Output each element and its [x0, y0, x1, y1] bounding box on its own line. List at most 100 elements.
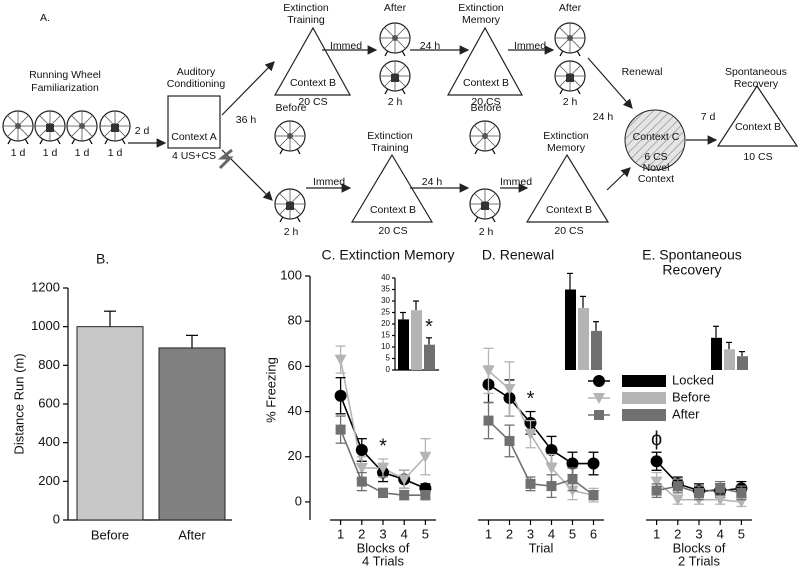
- bar: [76, 326, 144, 521]
- diagram-label: Memory: [462, 14, 501, 26]
- diagram-label: Context: [638, 173, 674, 185]
- data-point: [567, 474, 578, 485]
- inset-bar: [424, 344, 435, 370]
- annotation: *: [527, 388, 535, 410]
- data-point: [335, 424, 346, 435]
- data-point: [650, 455, 663, 468]
- diagram-label: After: [384, 2, 407, 14]
- diagram-label: Immed: [330, 40, 362, 52]
- x-tick-label: 6: [590, 526, 597, 541]
- diagram-label: Context C: [633, 131, 680, 143]
- inset-y-tick-label: 15: [381, 331, 390, 340]
- inset-y-tick-label: 5: [386, 354, 391, 363]
- data-point: [566, 457, 579, 470]
- data-point: [651, 485, 662, 496]
- x-tick-label: 1: [485, 526, 492, 541]
- x-tick-label: 3: [527, 526, 534, 541]
- inset-bar: [398, 319, 409, 370]
- diagram-label: Before: [276, 102, 307, 114]
- arrow: [221, 61, 275, 116]
- data-point: [482, 365, 495, 377]
- diagram-label: 24 h: [420, 40, 441, 52]
- y-tick-label: 0: [53, 511, 60, 526]
- annotation: *: [379, 435, 387, 457]
- data-point: [650, 476, 663, 488]
- diagram-label: 20 CS: [298, 96, 327, 108]
- data-point: [377, 463, 389, 475]
- legend-swatch: [622, 392, 666, 404]
- y-tick-label: 1000: [31, 318, 60, 333]
- x-tick-label: 5: [738, 526, 745, 541]
- y-tick-label: 80: [288, 313, 302, 328]
- diagram-label: 1 d: [11, 147, 26, 159]
- diagram-label: 20 CS: [378, 225, 407, 237]
- y-tick-label: 60: [288, 358, 302, 373]
- diagram-label: 1 d: [75, 147, 90, 159]
- lock: [391, 74, 399, 82]
- data-point: [378, 487, 388, 498]
- data-point: [671, 494, 684, 506]
- x-tick-label: After: [178, 527, 206, 542]
- y-tick-label: 1200: [31, 279, 60, 294]
- data-point: [355, 443, 368, 456]
- inset-y-tick-label: 0: [386, 365, 391, 374]
- diagram-label: Novel: [643, 162, 670, 174]
- chart-title: E. Spontaneous: [642, 247, 742, 263]
- diagram-label: Recovery: [734, 78, 779, 90]
- diagram-label: A.: [40, 12, 50, 24]
- diagram-label: Running Wheel: [29, 69, 101, 81]
- x-axis-title: 2 Trials: [678, 553, 720, 568]
- x-axis-title: Blocks of: [673, 540, 726, 555]
- diagram-label: 1 d: [108, 147, 123, 159]
- data-point: [714, 494, 727, 506]
- legend-marker: [593, 375, 605, 387]
- diagram-label: Context A: [171, 131, 217, 143]
- data-point: [398, 474, 411, 486]
- inset-bar: [411, 310, 422, 370]
- diagram-label: Training: [371, 142, 409, 154]
- data-point: [483, 415, 494, 426]
- chart-title: C. Extinction Memory: [321, 247, 454, 263]
- lock: [111, 124, 119, 132]
- lock: [286, 202, 294, 210]
- diagram-label: 2 h: [284, 226, 299, 238]
- wheel-hub: [392, 35, 398, 41]
- y-tick-label: 400: [38, 434, 60, 449]
- data-point: [672, 481, 683, 492]
- diagram-label: 36 h: [236, 114, 257, 126]
- wheel-hub: [482, 133, 488, 139]
- x-axis-title: Trial: [529, 540, 554, 555]
- legend-label: Locked: [672, 372, 714, 387]
- x-tick-label: 3: [695, 526, 702, 541]
- x-tick-label: 2: [506, 526, 513, 541]
- inset-bar: [565, 289, 576, 370]
- lock: [481, 202, 489, 210]
- annotation: ϕ: [651, 429, 662, 451]
- inset-y-tick-label: 25: [381, 308, 390, 317]
- diagram-label: Context B: [735, 121, 781, 133]
- x-tick-label: 5: [569, 526, 576, 541]
- y-axis-title: % Freezing: [263, 357, 278, 423]
- x-tick-label: 4: [401, 526, 408, 541]
- data-point: [587, 457, 600, 470]
- shock-icon: [217, 148, 234, 170]
- x-axis-title: Blocks of: [357, 540, 410, 555]
- data-point: [399, 490, 410, 501]
- data-point: [334, 354, 347, 366]
- diagram-label: Extinction: [458, 2, 504, 14]
- inset-bar: [737, 356, 748, 370]
- diagram-label: Familiarization: [31, 82, 99, 94]
- data-point: [420, 490, 431, 501]
- x-tick-label: 1: [337, 526, 344, 541]
- inset-y-tick-label: 35: [381, 285, 390, 294]
- diagram-label: 24 h: [593, 111, 614, 123]
- diagram-label: Conditioning: [167, 78, 226, 90]
- data-point: [715, 483, 726, 494]
- data-point: [503, 383, 516, 395]
- data-point: [356, 476, 367, 487]
- data-point: [694, 487, 704, 498]
- diagram-label: Training: [287, 14, 325, 26]
- diagram-label: Context B: [370, 204, 416, 216]
- diagram-label: 20 CS: [554, 225, 583, 237]
